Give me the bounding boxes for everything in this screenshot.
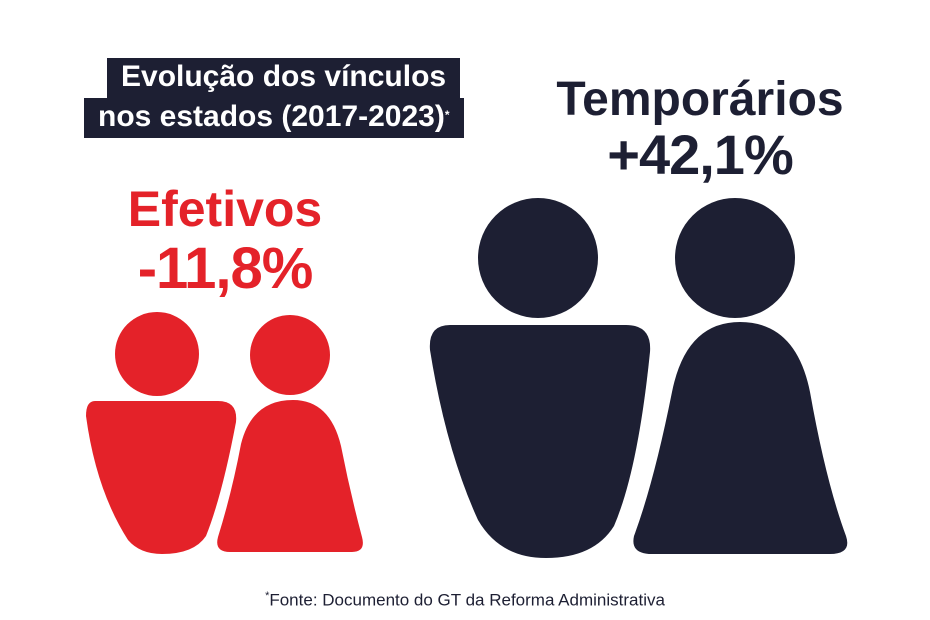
title-line-1-text: Evolução dos vínculos (121, 60, 447, 93)
efetivos-person-2-head (250, 315, 330, 395)
efetivos-person-2-body (217, 400, 363, 552)
title-footnote-mark: * (444, 108, 450, 122)
temporarios-people-icon (429, 198, 848, 558)
efetivos-label: Efetivos (127, 181, 323, 237)
efetivos-people-icon (86, 312, 363, 554)
temporarios-person-1-body (429, 325, 651, 558)
temporarios-change: +42,1% (607, 123, 794, 186)
source-text: Fonte: Documento do GT da Reforma Admini… (269, 590, 665, 610)
temporarios-person-2-body (633, 322, 848, 554)
source-note: *Fonte: Documento do GT da Reforma Admin… (0, 590, 930, 611)
title-line-1: Evolução dos vínculos (107, 58, 461, 98)
efetivos-change: -11,8% (137, 236, 314, 301)
temporarios-label: Temporários (556, 73, 844, 126)
source-footnote-mark: * (265, 590, 270, 602)
efetivos-person-1-body (86, 401, 237, 554)
temporarios-person-1-head (478, 198, 598, 318)
title-line-2-text: nos estados (2017-2023) (98, 100, 445, 133)
temporarios-person-2-head (675, 198, 795, 318)
title-line-2: nos estados (2017-2023)* (84, 98, 464, 138)
efetivos-person-1-head (115, 312, 199, 396)
